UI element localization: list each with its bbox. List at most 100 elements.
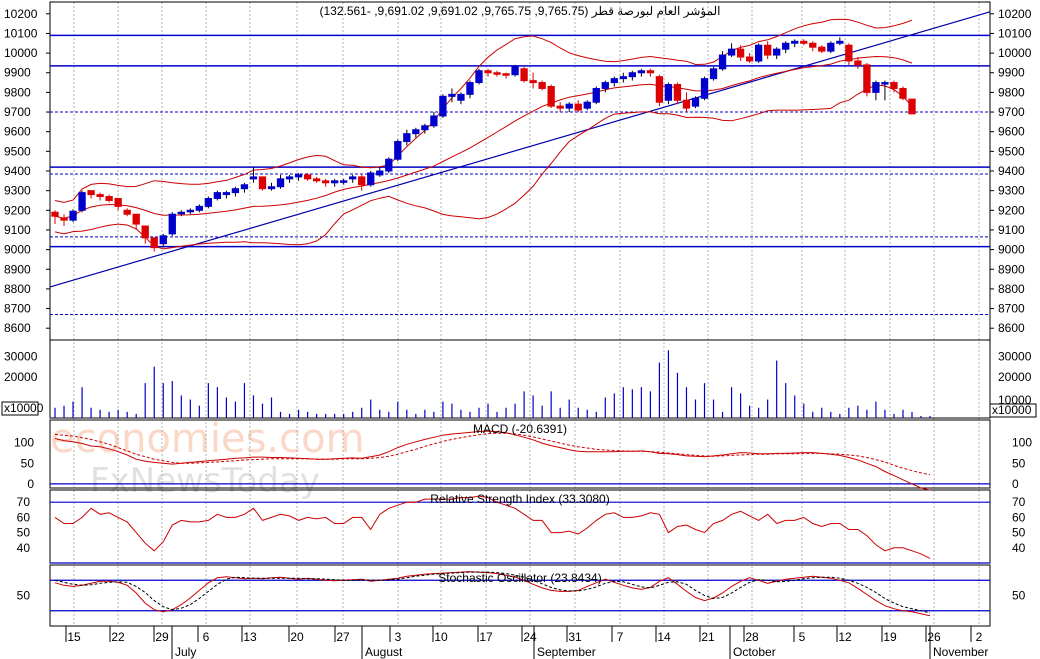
price-tick-label-right: 8900 [998,262,1025,276]
volume-unit-label-right: x10000 [992,403,1032,417]
candle-body [168,213,176,235]
rsi-tick-label-left: 50 [17,526,31,540]
macd-tick-label-left: 0 [27,477,34,491]
candle-body [276,178,285,188]
candle-body [520,68,528,82]
candle-body [69,210,77,221]
candle-body [78,192,86,211]
volume-tick-label-right: 20000 [998,370,1032,384]
candle-body [845,44,853,62]
price-tick-label-left: 10200 [4,7,38,21]
candle-body [773,48,781,56]
rsi-tick-label-left: 60 [17,510,31,524]
candle-body [827,42,835,52]
candle-body [340,180,348,183]
candle-body [502,73,510,76]
candle-body [863,64,871,93]
candle-body [818,46,826,52]
candle-body [547,86,555,107]
x-day-label: 17 [479,630,493,644]
price-tick-label-right: 10200 [998,7,1032,21]
candle-body [709,68,718,80]
candle-body [809,42,817,48]
x-day-label: 7 [617,630,624,644]
rsi-tick-label-right: 50 [1012,526,1026,540]
candle-body [96,194,104,198]
price-tick-label-right: 9600 [998,125,1025,139]
candle-body [646,70,655,74]
price-tick-label-right: 9300 [998,184,1025,198]
bollinger-middle [54,55,913,219]
rsi-tick-label-right: 40 [1012,541,1026,555]
x-day-label: 29 [155,630,169,644]
x-day-label: 6 [203,630,210,644]
rsi-tick-label-right: 70 [1012,495,1026,509]
volume-unit-box-left [1,401,39,416]
candle-body [258,176,267,190]
candle-body [511,66,519,76]
candle-body [682,99,691,109]
macd-tick-label-right: 100 [1012,436,1032,450]
x-day-label: 10 [434,630,448,644]
candle-body [691,97,700,107]
candle-body [673,84,682,101]
price-tick-label-right: 10000 [998,46,1032,60]
x-month-label: August [365,645,403,659]
x-month-label: October [733,645,776,659]
candle-body [358,176,366,186]
candle-body [439,95,447,117]
macd-tick-label-right: 50 [1012,456,1026,470]
price-tick-label-left: 9400 [4,164,31,178]
x-month-label: July [175,645,196,659]
candle-body [367,172,375,186]
candle-body [610,78,618,84]
candle-body [105,196,113,201]
candle-body [159,235,167,245]
watermark-fxnewstoday: FxNewsToday [90,461,320,501]
stoch-d-line [54,571,931,614]
price-tick-label-right: 10100 [998,26,1032,40]
candle-body [782,42,790,50]
price-tick-label-left: 9900 [4,66,31,80]
rsi-tick-label-right: 60 [1012,510,1026,524]
candle-body [700,78,709,99]
candle-body [448,93,456,97]
candle-body [267,186,276,190]
candle-body [394,141,402,160]
candle-body [619,76,627,80]
candle-body [457,93,465,101]
bollinger-upper [54,18,913,203]
candle-body [285,176,294,180]
candle-body [583,101,591,109]
candle-body [177,211,185,215]
x-day-label: 21 [701,630,715,644]
candle-body [412,129,420,135]
price-tick-label-right: 9200 [998,203,1025,217]
price-tick-label-left: 8800 [4,282,31,296]
candle-body [745,56,754,62]
candle-body [764,44,772,56]
x-day-label: 12 [838,630,852,644]
candle-body [376,170,384,176]
candle-body [754,44,763,62]
candle-body [881,82,889,85]
price-tick-label-left: 9700 [4,105,31,119]
candle-body [141,225,149,239]
candle-body [87,190,95,196]
candle-body [664,84,673,101]
volume-tick-label-right: 30000 [998,349,1032,363]
x-day-label: 19 [883,630,897,644]
candle-body [303,174,312,180]
price-tick-label-left: 10100 [4,26,38,40]
candle-body [349,176,357,180]
candle-body [123,209,131,215]
x-day-label: 14 [657,630,671,644]
candle-body [836,40,844,44]
candle-body [872,82,880,93]
rsi-label: Relative Strength Index (33.3080) [430,492,609,506]
candle-body [800,40,808,44]
price-tick-label-left: 9300 [4,184,31,198]
stoch-k-line [54,571,931,617]
candle-body [655,76,664,103]
x-day-label: 3 [395,630,402,644]
